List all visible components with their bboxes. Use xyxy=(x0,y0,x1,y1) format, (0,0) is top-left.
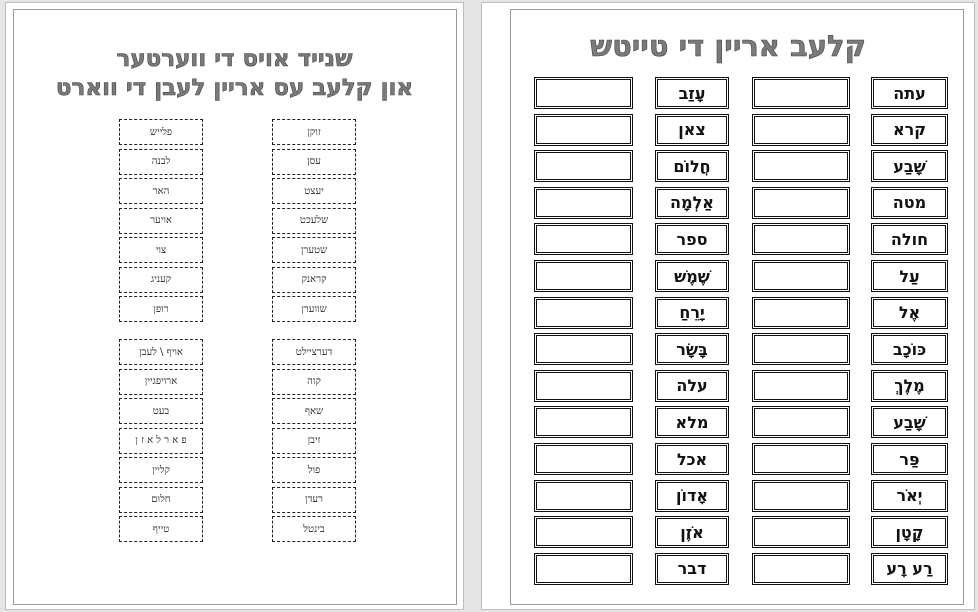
word-box: אַלְמָה xyxy=(655,186,729,219)
cutout-word-box: פ א ר ל א ז ן xyxy=(119,427,203,454)
cutout-word-box: אויער xyxy=(119,207,203,234)
cutout-word-box: יעצט xyxy=(272,178,356,204)
word-box: שָׁבַע xyxy=(871,406,948,439)
cutout-word-box: צוי xyxy=(119,237,203,263)
cutout-word-box: שאף xyxy=(272,398,356,424)
answer-paste-box[interactable] xyxy=(752,552,850,585)
word-box: מֶלֶךְ xyxy=(871,369,948,402)
word-box: יָרֵחַ xyxy=(655,296,729,329)
answer-paste-box[interactable] xyxy=(752,369,850,402)
answer-paste-box[interactable] xyxy=(534,77,633,109)
word-box: שֶׁמֶשׁ xyxy=(655,260,729,292)
cutout-word-box: בעט xyxy=(119,398,203,424)
title-line-2: און קלעב עס אריין לעבן די ווארט xyxy=(55,75,414,102)
answer-paste-box[interactable] xyxy=(534,369,633,402)
cutout-word-box: חלום xyxy=(119,486,203,513)
left-worksheet-page: שנייד אויס די ווערטער און קלעב עס אריין … xyxy=(5,2,464,610)
page-margin-border xyxy=(13,9,457,605)
word-box: אכל xyxy=(655,443,729,475)
answer-paste-box[interactable] xyxy=(752,296,850,329)
cutout-word-box: זיבן xyxy=(272,427,356,454)
answer-paste-box[interactable] xyxy=(752,260,850,292)
answer-paste-box[interactable] xyxy=(534,333,633,366)
answer-paste-box[interactable] xyxy=(534,113,633,146)
cutout-word-box: קליין xyxy=(119,457,203,483)
answer-paste-box[interactable] xyxy=(534,150,633,183)
answer-paste-box[interactable] xyxy=(752,479,850,512)
word-box: מלא xyxy=(655,406,729,439)
word-box: בָּשָׂר xyxy=(655,333,729,366)
cutout-word-box: קראנק xyxy=(272,266,356,293)
answer-paste-box[interactable] xyxy=(534,186,633,219)
left-page-title: שנייד אויס די ווערטער און קלעב עס אריין … xyxy=(6,45,463,103)
word-box: אֹזֶן xyxy=(655,516,729,549)
answer-paste-box[interactable] xyxy=(752,186,850,219)
cutout-word-box: רעדן xyxy=(272,486,356,513)
answer-paste-box[interactable] xyxy=(534,260,633,292)
cutout-word-box: האר xyxy=(119,178,203,204)
word-box: עָזַב xyxy=(655,77,729,109)
cutout-word-box: רופן xyxy=(119,296,203,322)
word-box: כּוֹכָב xyxy=(871,333,948,366)
title-line-1: שנייד אויס די ווערטער xyxy=(116,46,353,73)
word-box: חולה xyxy=(871,223,948,256)
answer-paste-box[interactable] xyxy=(752,223,850,256)
cutout-word-box: פלייש xyxy=(119,119,203,145)
cutout-word-box: זוקן xyxy=(272,119,356,145)
cutout-word-box: פול xyxy=(272,457,356,483)
answer-paste-box[interactable] xyxy=(534,443,633,475)
answer-paste-box[interactable] xyxy=(534,406,633,439)
cutout-word-box: בינטל xyxy=(272,516,356,542)
cutout-word-box: שטערן xyxy=(272,237,356,263)
word-box: צאן xyxy=(655,113,729,146)
word-box: עַל xyxy=(871,260,948,292)
word-box: אֶל xyxy=(871,296,948,329)
right-worksheet-page: קלעב אריין די טייטש עתה עָזַב קרא צאן שָׁבַע… xyxy=(481,2,975,610)
answer-paste-box[interactable] xyxy=(752,406,850,439)
cutout-word-box: אויף \ לעבן xyxy=(119,339,203,365)
answer-paste-box[interactable] xyxy=(752,443,850,475)
cutout-word-box: שווערן xyxy=(272,296,356,322)
cutout-word-box: ארויפגיין xyxy=(119,368,203,395)
word-box: ספר xyxy=(655,223,729,256)
word-box: עתה xyxy=(871,77,948,109)
page-margin-border xyxy=(510,9,964,605)
word-box: דבר xyxy=(655,552,729,585)
cutout-word-box: קוה xyxy=(272,368,356,395)
answer-paste-box[interactable] xyxy=(534,296,633,329)
cutout-word-box: עסן xyxy=(272,148,356,175)
right-page-title: קלעב אריין די טייטש xyxy=(590,29,866,64)
word-box: אָדוֹן xyxy=(655,479,729,512)
word-box: רַע רָע xyxy=(871,552,948,585)
answer-paste-box[interactable] xyxy=(752,516,850,549)
answer-paste-box[interactable] xyxy=(534,479,633,512)
word-box: חֲלוֹם xyxy=(655,150,729,183)
answer-paste-box[interactable] xyxy=(752,77,850,109)
answer-paste-box[interactable] xyxy=(752,113,850,146)
word-box: קרא xyxy=(871,113,948,146)
answer-paste-box[interactable] xyxy=(534,552,633,585)
cutout-word-box: דערציילט xyxy=(272,339,356,365)
word-box: קָטָן xyxy=(871,516,948,549)
answer-paste-box[interactable] xyxy=(752,150,850,183)
word-box: מטה xyxy=(871,186,948,219)
word-box: שָׁבַע xyxy=(871,150,948,183)
cutout-word-box: לבנה xyxy=(119,148,203,175)
word-box: יְאֹר xyxy=(871,479,948,512)
word-box: עלה xyxy=(655,369,729,402)
cutout-word-box: טייף xyxy=(119,516,203,542)
answer-paste-box[interactable] xyxy=(752,333,850,366)
cutout-word-box: שלעכט xyxy=(272,207,356,234)
word-box: פַּר xyxy=(871,443,948,475)
answer-paste-box[interactable] xyxy=(534,516,633,549)
cutout-word-box: קעניג xyxy=(119,266,203,293)
answer-paste-box[interactable] xyxy=(534,223,633,256)
